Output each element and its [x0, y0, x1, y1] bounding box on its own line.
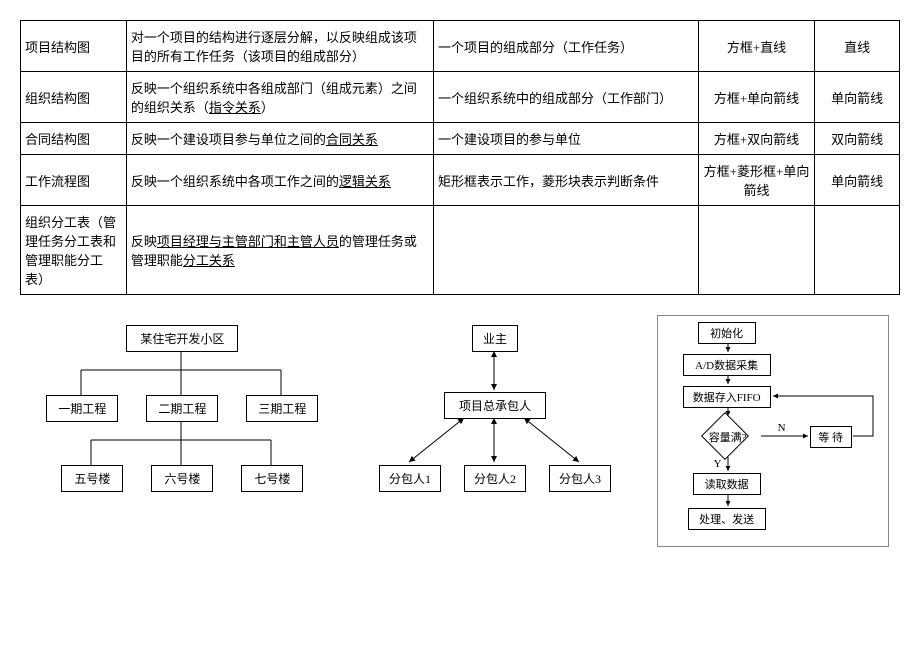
tree-leaf: 五号楼: [61, 465, 123, 492]
cell-content: 矩形框表示工作，菱形块表示判断条件: [434, 155, 699, 206]
definitions-table: 项目结构图 对一个项目的结构进行逐层分解，以反映组成该项目的所有工作任务（该项目…: [20, 20, 900, 295]
cell-desc: 反映一个建设项目参与单位之间的合同关系: [126, 123, 433, 155]
cell-shape: 方框+单向箭线: [698, 72, 814, 123]
cell-line: [815, 206, 900, 295]
sub-box: 分包人2: [464, 465, 526, 492]
table-row: 项目结构图 对一个项目的结构进行逐层分解，以反映组成该项目的所有工作任务（该项目…: [21, 21, 900, 72]
workflow-diagram: 初始化 A/D数据采集 数据存入FIFO 容量满? 等 待 读取数据 处理、发送…: [657, 315, 889, 547]
cell-content: 一个项目的组成部分（工作任务）: [434, 21, 699, 72]
tree-leaf: 七号楼: [241, 465, 303, 492]
cell-name: 组织结构图: [21, 72, 127, 123]
project-structure-diagram: 某住宅开发小区 一期工程 二期工程 三期工程 五号楼 六号楼 七号楼: [31, 315, 331, 515]
tree-root: 某住宅开发小区: [126, 325, 238, 352]
cell-desc: 反映项目经理与主管部门和主管人员的管理任务或管理职能分工关系: [126, 206, 433, 295]
flow-node: 处理、发送: [688, 508, 766, 530]
table-row: 组织结构图 反映一个组织系统中各组成部门（组成元素）之间的组织关系（指令关系） …: [21, 72, 900, 123]
tree-node: 一期工程: [46, 395, 118, 422]
cell-name: 项目结构图: [21, 21, 127, 72]
table-row: 工作流程图 反映一个组织系统中各项工作之间的逻辑关系 矩形框表示工作，菱形块表示…: [21, 155, 900, 206]
flow-node: 读取数据: [693, 473, 761, 495]
cell-desc: 反映一个组织系统中各项工作之间的逻辑关系: [126, 155, 433, 206]
sub-box: 分包人3: [549, 465, 611, 492]
flow-node: A/D数据采集: [683, 354, 771, 376]
cell-shape: 方框+菱形框+单向箭线: [698, 155, 814, 206]
cell-name: 工作流程图: [21, 155, 127, 206]
tree-node: 三期工程: [246, 395, 318, 422]
cell-shape: 方框+直线: [698, 21, 814, 72]
tree-leaf: 六号楼: [151, 465, 213, 492]
tree-node: 二期工程: [146, 395, 218, 422]
cell-desc: 反映一个组织系统中各组成部门（组成元素）之间的组织关系（指令关系）: [126, 72, 433, 123]
flow-decision-label: 容量满?: [704, 429, 752, 445]
diagrams-row: 某住宅开发小区 一期工程 二期工程 三期工程 五号楼 六号楼 七号楼 业主 项目…: [20, 315, 900, 547]
cell-line: 单向箭线: [815, 155, 900, 206]
no-label: N: [778, 422, 786, 434]
sub-box: 分包人1: [379, 465, 441, 492]
cell-line: 双向箭线: [815, 123, 900, 155]
cell-name: 组织分工表（管理任务分工表和管理职能分工表）: [21, 206, 127, 295]
cell-line: 直线: [815, 21, 900, 72]
cell-content: 一个组织系统中的组成部分（工作部门）: [434, 72, 699, 123]
cell-content: 一个建设项目的参与单位: [434, 123, 699, 155]
contractor-box: 项目总承包人: [444, 392, 546, 419]
contract-structure-diagram: 业主 项目总承包人 分包人1 分包人2 分包人3: [364, 315, 624, 515]
table-row: 合同结构图 反映一个建设项目参与单位之间的合同关系 一个建设项目的参与单位 方框…: [21, 123, 900, 155]
cell-line: 单向箭线: [815, 72, 900, 123]
cell-shape: [698, 206, 814, 295]
table-row: 组织分工表（管理任务分工表和管理职能分工表） 反映项目经理与主管部门和主管人员的…: [21, 206, 900, 295]
cell-content: [434, 206, 699, 295]
yes-label: Y: [714, 458, 722, 470]
flow-wait: 等 待: [810, 426, 852, 448]
cell-name: 合同结构图: [21, 123, 127, 155]
owner-box: 业主: [472, 325, 518, 352]
flow-node: 初始化: [698, 322, 756, 344]
cell-desc: 对一个项目的结构进行逐层分解，以反映组成该项目的所有工作任务（该项目的组成部分）: [126, 21, 433, 72]
cell-shape: 方框+双向箭线: [698, 123, 814, 155]
flow-node: 数据存入FIFO: [683, 386, 771, 408]
